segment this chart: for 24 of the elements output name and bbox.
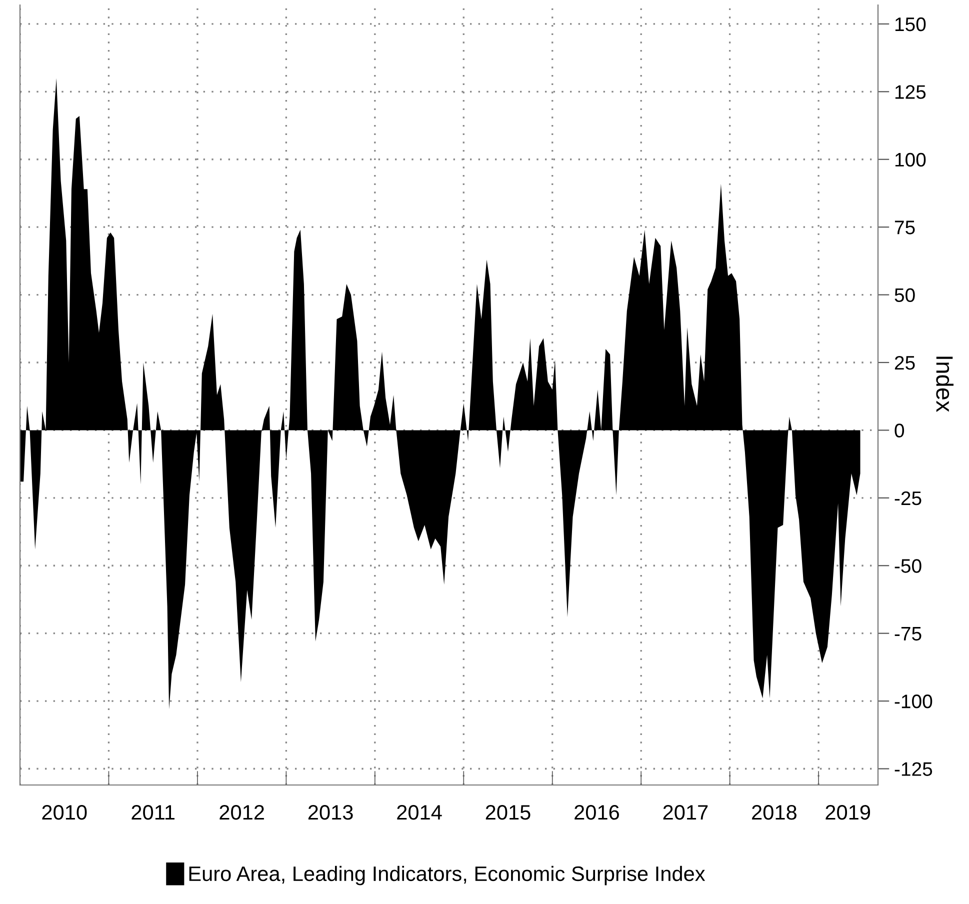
x-tick-label: 2017 — [663, 804, 708, 820]
x-tick-label: 2015 — [486, 804, 530, 820]
x-tick-label: 2012 — [220, 804, 264, 820]
y-tick-label: -125 — [894, 762, 932, 776]
y-tick-label: -100 — [894, 694, 932, 708]
x-tick-label: 2013 — [308, 804, 353, 820]
x-tick-label: 2018 — [752, 804, 796, 820]
x-tick-label: 2010 — [42, 804, 87, 820]
x-tick-label: 2016 — [574, 804, 619, 820]
y-tick-label: -25 — [894, 491, 922, 506]
y-tick-label: 0 — [894, 424, 904, 438]
y-tick-label: 100 — [895, 152, 926, 167]
y-tick-label: -50 — [894, 559, 922, 573]
y-tick-label: -75 — [894, 627, 922, 641]
x-tick-label: 2019 — [826, 804, 870, 820]
y-tick-label: 75 — [894, 220, 915, 234]
y-tick-label: 125 — [895, 85, 926, 99]
y-tick-label: 150 — [895, 17, 926, 32]
y-tick-label: 25 — [894, 356, 915, 370]
y-axis-title: Index — [936, 356, 954, 412]
y-tick-label: 50 — [894, 288, 915, 302]
x-tick-label: 2014 — [397, 804, 442, 820]
x-tick-label: 2011 — [132, 804, 174, 820]
legend-label: Euro Area, Leading Indicators, Economic Surprise Index — [189, 866, 706, 886]
